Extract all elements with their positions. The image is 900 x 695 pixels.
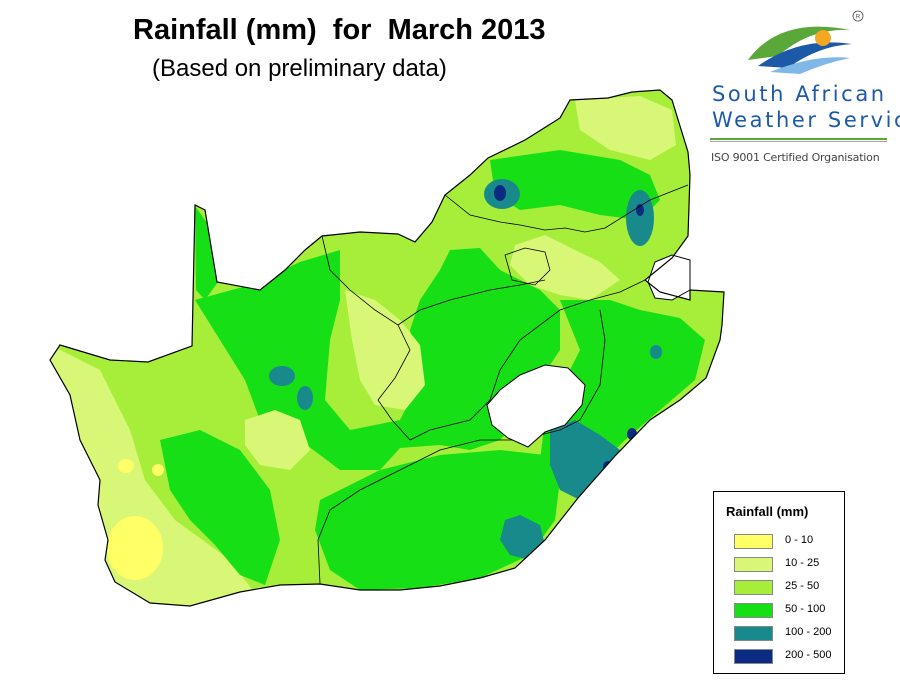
rainfall-zones bbox=[50, 96, 705, 606]
legend-label: 10 - 25 bbox=[785, 557, 820, 569]
zone-navy-north bbox=[494, 185, 506, 201]
legend-swatch bbox=[734, 557, 773, 572]
logo-name-line2: Weather Service bbox=[712, 108, 900, 132]
zone-navy-coast-south bbox=[603, 461, 613, 471]
zone-light-mid-south bbox=[245, 410, 310, 470]
zone-green-north bbox=[490, 150, 660, 220]
saws-logo: R South African Weather Service ISO 9001… bbox=[700, 8, 900, 173]
zone-light-north-central bbox=[510, 235, 620, 300]
province-border-gauteng-mpumalanga bbox=[444, 184, 689, 233]
zone-teal-west-a bbox=[269, 366, 295, 386]
province-border-kzn bbox=[559, 279, 646, 431]
registered-mark: R bbox=[856, 15, 861, 21]
zone-green-southwest bbox=[160, 430, 280, 585]
legend-label: 100 - 200 bbox=[785, 626, 832, 638]
zone-green-southeast bbox=[315, 450, 560, 590]
province-border-north-west bbox=[397, 279, 546, 326]
logo-divider-green bbox=[710, 138, 887, 140]
saws-swoosh-icon: R bbox=[748, 10, 864, 74]
rainfall-legend: Rainfall (mm) 0 - 10 10 - 25 25 - 50 50 … bbox=[713, 491, 845, 674]
legend-label: 50 - 100 bbox=[785, 603, 826, 615]
legend-title: Rainfall (mm) bbox=[726, 504, 809, 519]
legend-swatch bbox=[734, 649, 773, 664]
map-title: Rainfall (mm) for March 2013 bbox=[133, 14, 546, 46]
logo-divider-grey bbox=[710, 141, 887, 142]
legend-swatch bbox=[734, 580, 773, 595]
legend-label: 25 - 50 bbox=[785, 580, 820, 592]
province-border-northern-cape bbox=[321, 235, 411, 441]
province-border-gauteng bbox=[504, 247, 551, 286]
zone-light-central bbox=[345, 290, 425, 410]
lesotho-enclave bbox=[486, 364, 586, 448]
map-subtitle: (Based on preliminary data) bbox=[152, 55, 447, 82]
zone-teal-southeast-coast bbox=[550, 420, 640, 500]
zone-teal-east bbox=[650, 345, 662, 359]
legend-swatch bbox=[734, 626, 773, 641]
eswatini-enclave bbox=[647, 254, 691, 301]
province-border-free-state bbox=[409, 299, 591, 441]
logo-name-line1: South African bbox=[712, 82, 887, 106]
legend-label: 200 - 500 bbox=[785, 649, 832, 661]
province-borders bbox=[317, 184, 689, 585]
zone-teal-west-b bbox=[297, 386, 313, 410]
legend-swatch bbox=[734, 534, 773, 549]
zone-teal-northeast bbox=[626, 190, 654, 246]
legend-label: 0 - 10 bbox=[785, 534, 814, 546]
zone-yellow-cape-b bbox=[118, 459, 134, 473]
zone-green-northwest bbox=[195, 206, 218, 300]
zone-light-northeast bbox=[575, 96, 676, 160]
zone-yellow-cape-a bbox=[107, 516, 163, 580]
legend-swatch bbox=[734, 603, 773, 618]
logo-tagline: ISO 9001 Certified Organisation bbox=[711, 151, 880, 164]
zone-teal-south-coast bbox=[500, 515, 545, 560]
zone-yellow-cape-c bbox=[152, 464, 164, 476]
province-border-eastern-cape bbox=[317, 429, 561, 585]
